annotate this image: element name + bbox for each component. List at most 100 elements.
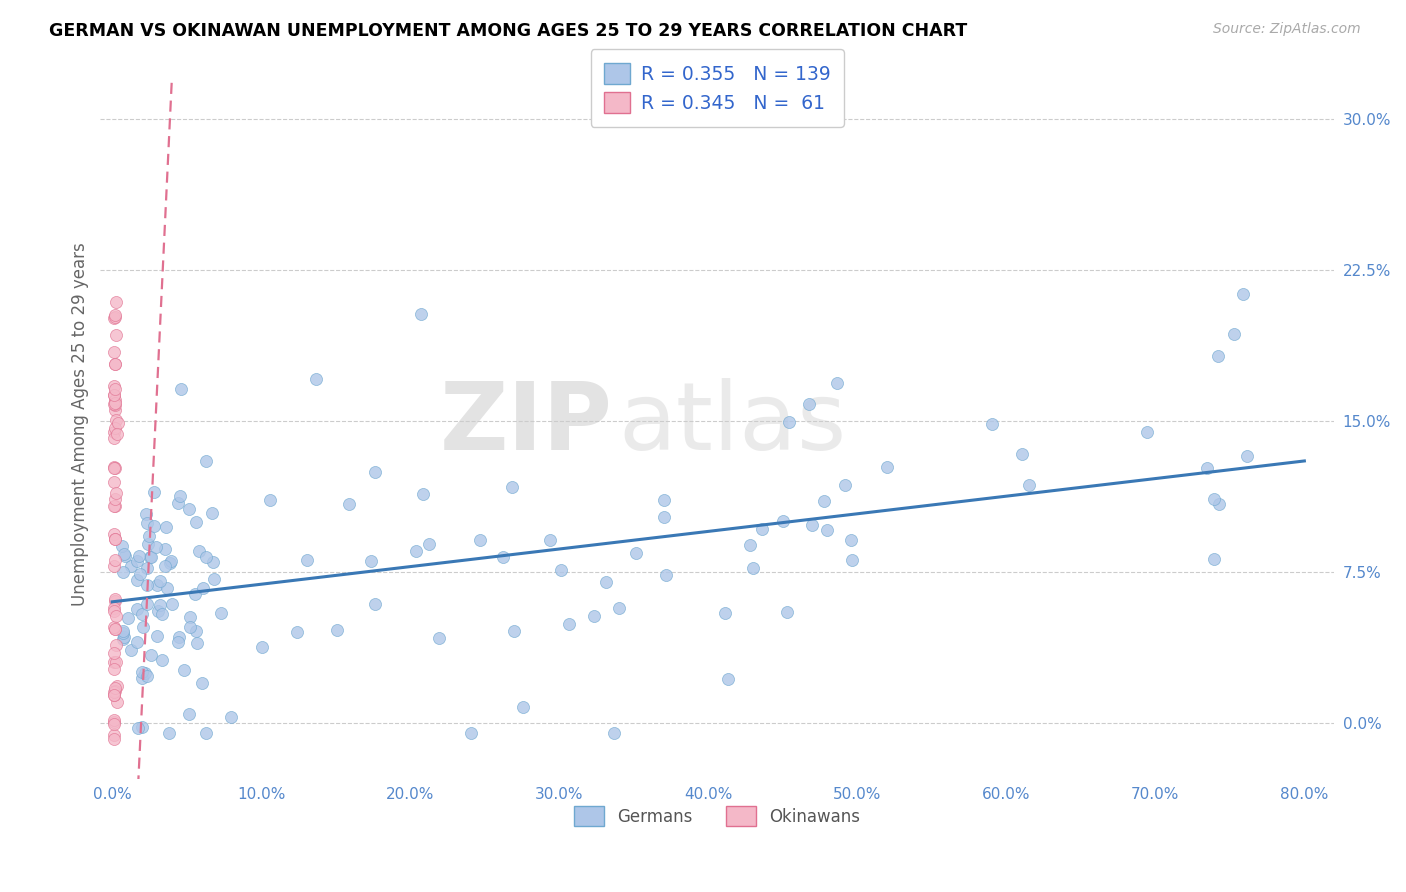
Point <box>105 295 128 310</box>
Point <box>104 309 127 323</box>
Point <box>135 597 157 611</box>
Point <box>127 635 149 649</box>
Point <box>131 607 153 621</box>
Point <box>103 310 125 325</box>
Point <box>103 526 125 541</box>
Point <box>141 648 163 662</box>
Point <box>103 688 125 702</box>
Point <box>186 635 208 649</box>
Point <box>105 427 128 442</box>
Point <box>167 630 190 644</box>
Point <box>772 514 794 528</box>
Point <box>186 624 208 638</box>
Point <box>104 681 127 696</box>
Point <box>142 485 165 500</box>
Point <box>201 506 224 520</box>
Point <box>103 432 125 446</box>
Point <box>103 715 125 730</box>
Point <box>105 413 128 427</box>
Point <box>139 550 162 565</box>
Point <box>583 608 606 623</box>
Point <box>105 695 128 709</box>
Point <box>120 643 142 657</box>
Text: GERMAN VS OKINAWAN UNEMPLOYMENT AMONG AGES 25 TO 29 YEARS CORRELATION CHART: GERMAN VS OKINAWAN UNEMPLOYMENT AMONG AG… <box>49 22 967 40</box>
Point <box>468 533 491 548</box>
Point <box>104 310 127 324</box>
Point <box>1011 447 1033 461</box>
Point <box>202 572 225 586</box>
Point <box>412 487 434 501</box>
Point <box>160 554 183 568</box>
Point <box>103 620 125 634</box>
Point <box>714 607 737 621</box>
Point <box>104 532 127 546</box>
Point <box>104 532 127 546</box>
Point <box>103 403 125 417</box>
Point <box>104 393 127 408</box>
Point <box>103 685 125 699</box>
Point <box>104 461 127 475</box>
Point <box>155 520 177 534</box>
Point <box>825 376 848 390</box>
Point <box>103 655 125 669</box>
Point <box>502 624 524 639</box>
Point <box>150 652 173 666</box>
Point <box>813 493 835 508</box>
Point <box>135 507 157 521</box>
Point <box>145 540 167 554</box>
Point <box>131 720 153 734</box>
Point <box>112 626 135 640</box>
Point <box>156 582 179 596</box>
Point <box>1232 287 1254 301</box>
Point <box>1136 425 1159 439</box>
Point <box>104 591 127 606</box>
Point <box>337 497 360 511</box>
Point <box>127 602 149 616</box>
Point <box>103 397 125 411</box>
Point <box>751 522 773 536</box>
Point <box>120 559 142 574</box>
Point <box>103 689 125 703</box>
Point <box>103 475 125 490</box>
Point <box>742 561 765 575</box>
Point <box>127 554 149 568</box>
Text: Source: ZipAtlas.com: Source: ZipAtlas.com <box>1213 22 1361 37</box>
Point <box>717 672 740 686</box>
Point <box>105 679 128 693</box>
Point <box>557 616 579 631</box>
Point <box>104 421 127 435</box>
Point <box>112 566 135 580</box>
Point <box>740 538 762 552</box>
Point <box>105 655 128 669</box>
Point <box>157 725 180 739</box>
Point <box>103 603 125 617</box>
Point <box>1236 450 1258 464</box>
Point <box>104 594 127 608</box>
Point <box>1208 349 1230 363</box>
Point <box>104 638 127 652</box>
Point <box>1202 491 1225 506</box>
Point <box>184 587 207 601</box>
Point <box>146 578 169 592</box>
Point <box>103 388 125 402</box>
Point <box>626 546 648 560</box>
Point <box>104 398 127 412</box>
Point <box>111 539 134 553</box>
Point <box>409 307 432 321</box>
Point <box>981 417 1004 432</box>
Point <box>250 640 273 654</box>
Point <box>131 671 153 685</box>
Point <box>876 460 898 475</box>
Point <box>360 554 382 568</box>
Point <box>149 598 172 612</box>
Point <box>159 556 181 570</box>
Point <box>167 496 190 510</box>
Point <box>187 544 209 558</box>
Point <box>107 416 129 430</box>
Point <box>136 577 159 591</box>
Point <box>190 676 212 690</box>
Point <box>153 559 176 574</box>
Point <box>104 327 127 342</box>
Point <box>128 549 150 564</box>
Point <box>603 725 626 739</box>
